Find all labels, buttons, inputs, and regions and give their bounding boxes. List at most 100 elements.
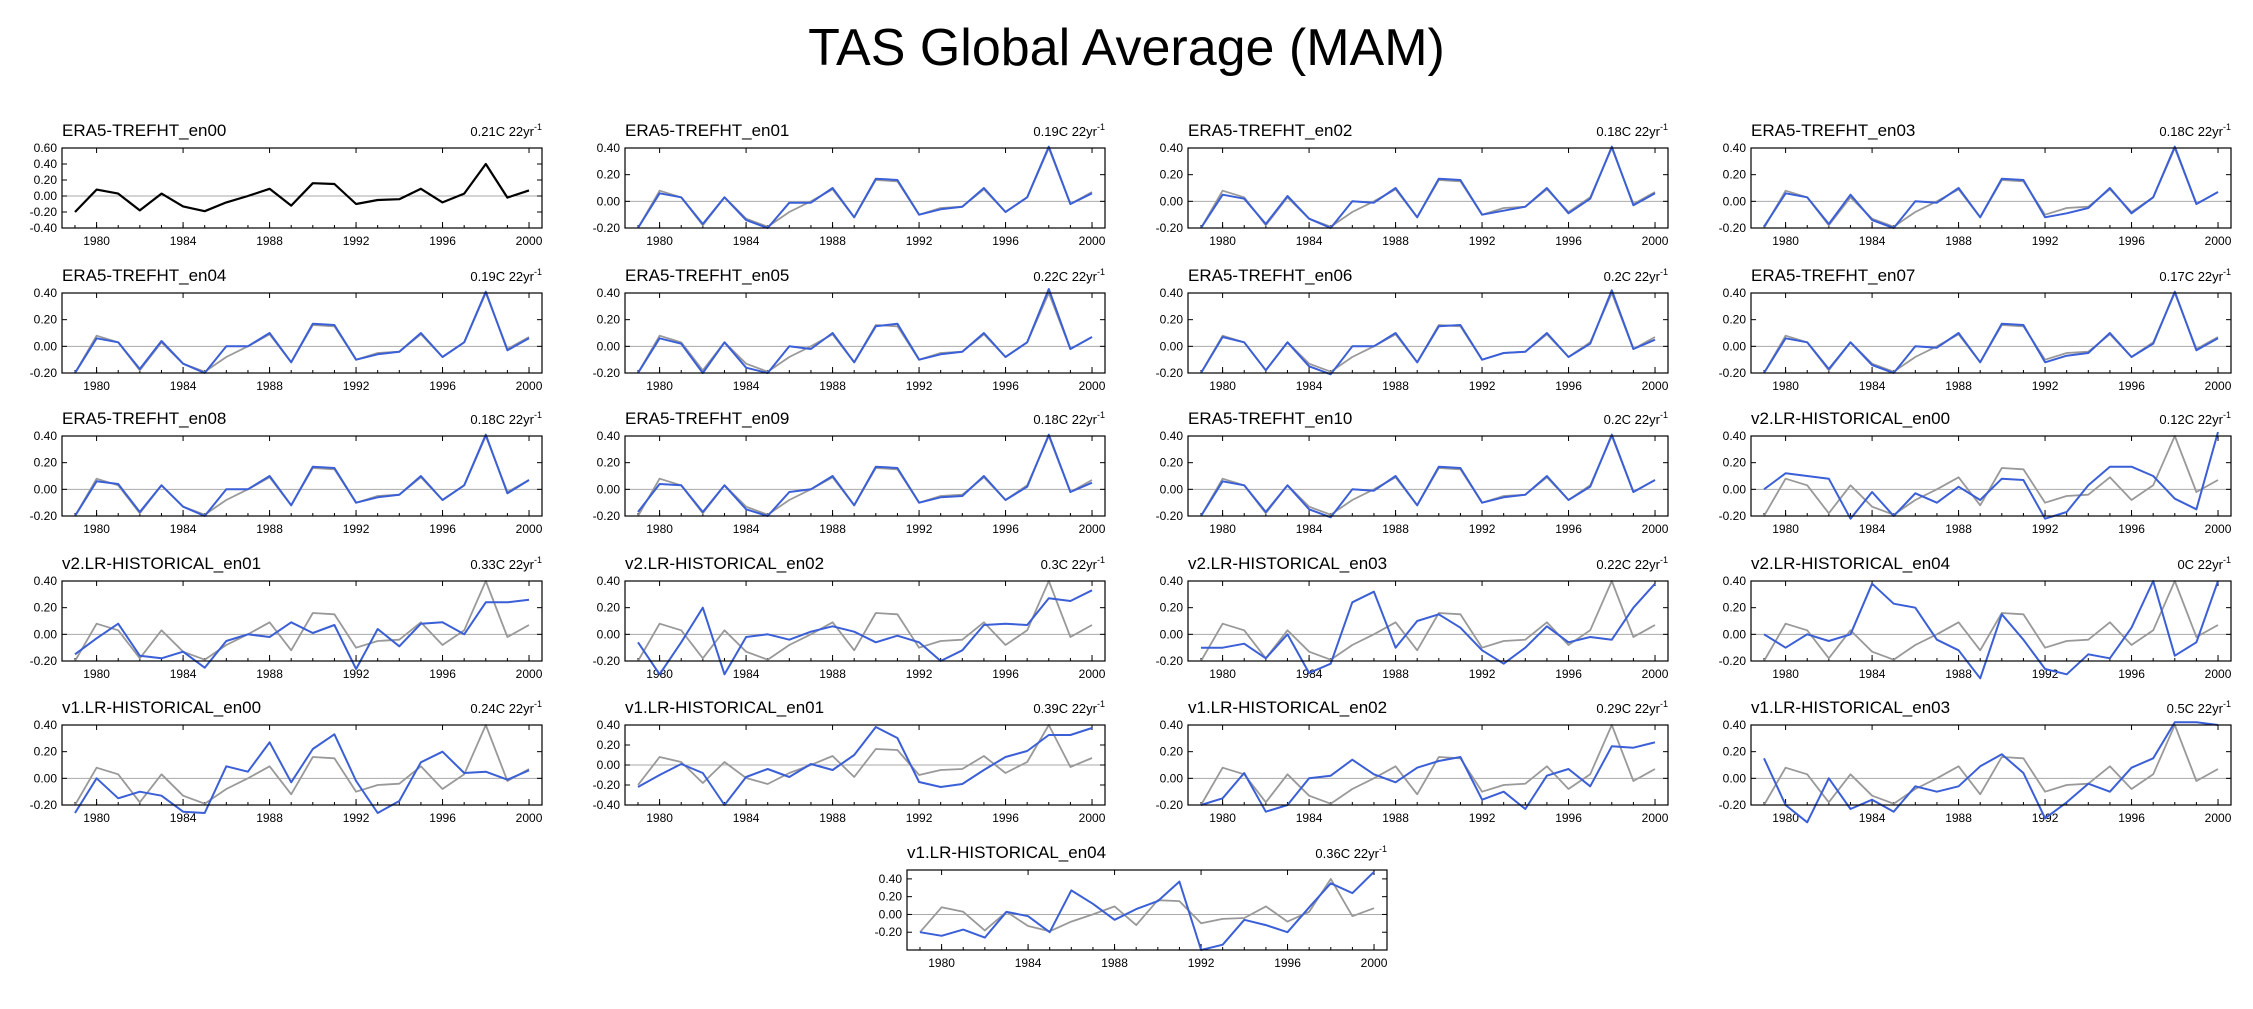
trend-label: 0.17C 22yr-1 — [2159, 267, 2231, 284]
y-tick-label: 0.20 — [1160, 313, 1184, 327]
x-tick-label: 2000 — [1642, 234, 1669, 248]
model-series-line — [637, 145, 1093, 229]
y-tick-label: -0.20 — [593, 654, 621, 668]
y-tick-label: 0.40 — [1160, 286, 1184, 300]
x-tick-label: 1996 — [429, 234, 456, 248]
model-series-line — [637, 726, 1093, 806]
x-tick-label: 1988 — [1945, 522, 1972, 536]
chart-panel: v1.LR-HISTORICAL_en03 0.5C 22yr-1 0.40 0.20… — [1719, 698, 2232, 825]
y-tick-label: 0.40 — [1160, 141, 1184, 155]
y-tick-label: 0.00 — [597, 482, 621, 496]
y-tick-label: 0.20 — [34, 601, 58, 615]
y-tick-label: 0.40 — [1723, 574, 1747, 588]
y-tick-label: 0.00 — [1160, 771, 1184, 785]
x-tick-label: 2000 — [2205, 379, 2232, 393]
x-tick-label: 1996 — [1274, 956, 1301, 970]
y-tick-label: 0.00 — [1723, 482, 1747, 496]
observation-series-line — [1200, 580, 1656, 662]
x-tick-label: 1988 — [1101, 956, 1128, 970]
observation-series-line — [1200, 147, 1656, 229]
y-tick-label: -0.20 — [1719, 798, 1747, 812]
trend-label: 0.24C 22yr-1 — [470, 699, 542, 716]
x-tick-label: 1992 — [906, 522, 933, 536]
observation-series-line — [1200, 724, 1656, 806]
observation-series-line — [74, 580, 530, 662]
x-tick-label: 1988 — [256, 667, 283, 681]
x-tick-label: 1992 — [906, 234, 933, 248]
model-series-line — [1200, 145, 1656, 229]
x-tick-label: 1988 — [819, 522, 846, 536]
panel-title: v2.LR-HISTORICAL_en00 — [1751, 409, 1950, 428]
x-tick-label: 1996 — [429, 667, 456, 681]
panel-title: ERA5-TREFHT_en05 — [625, 266, 789, 285]
x-tick-label: 1988 — [1382, 522, 1409, 536]
trend-label: 0.18C 22yr-1 — [470, 410, 542, 427]
y-tick-label: -0.40 — [593, 798, 621, 812]
y-tick-label: 0.20 — [597, 456, 621, 470]
y-tick-label: 0.20 — [1723, 456, 1747, 470]
x-tick-label: 1988 — [256, 234, 283, 248]
observation-series-line — [1763, 580, 2219, 662]
trend-label: 0.33C 22yr-1 — [470, 555, 542, 572]
panel-title: v2.LR-HISTORICAL_en03 — [1188, 554, 1387, 573]
y-tick-label: 0.40 — [597, 574, 621, 588]
chart-panel: ERA5-TREFHT_en01 0.19C 22yr-1 0.40 0.20 0.00… — [593, 121, 1106, 248]
panel-title: v1.LR-HISTORICAL_en02 — [1188, 698, 1387, 717]
plot-frame — [61, 147, 543, 229]
trend-label: 0.21C 22yr-1 — [470, 122, 542, 139]
x-tick-label: 1980 — [1209, 811, 1236, 825]
y-tick-label: 0.20 — [1160, 168, 1184, 182]
panel-title: ERA5-TREFHT_en08 — [62, 409, 226, 428]
x-tick-label: 1988 — [819, 234, 846, 248]
y-tick-label: 0.40 — [1160, 574, 1184, 588]
y-tick-label: 0.20 — [34, 456, 58, 470]
y-tick-label: 0.40 — [1723, 429, 1747, 443]
chart-panel: ERA5-TREFHT_en05 0.22C 22yr-1 0.40 0.20 0.00… — [593, 266, 1106, 393]
plot-frame — [624, 435, 1106, 517]
chart-panel: v1.LR-HISTORICAL_en01 0.39C 22yr-1 0.40 0.2… — [593, 698, 1106, 825]
y-tick-label: 0.40 — [34, 286, 58, 300]
x-tick-label: 1996 — [429, 522, 456, 536]
observation-series-line — [637, 292, 1093, 374]
trend-label: 0.3C 22yr-1 — [1041, 555, 1105, 572]
x-tick-label: 1996 — [992, 234, 1019, 248]
x-tick-label: 1988 — [1382, 667, 1409, 681]
chart-panel: ERA5-TREFHT_en10 0.2C 22yr-1 0.40 0.20 0.00 -… — [1156, 409, 1669, 536]
x-tick-label: 1984 — [1859, 522, 1886, 536]
y-tick-label: 0.20 — [597, 313, 621, 327]
plot-frame — [61, 292, 543, 374]
x-tick-label: 1984 — [1296, 379, 1323, 393]
trend-label: 0.2C 22yr-1 — [1604, 267, 1668, 284]
x-tick-label: 1992 — [1188, 956, 1215, 970]
trend-label: 0.22C 22yr-1 — [1596, 555, 1668, 572]
y-tick-label: 0.20 — [597, 601, 621, 615]
y-tick-label: -0.20 — [1156, 366, 1184, 380]
chart-panel: ERA5-TREFHT_en08 0.18C 22yr-1 0.40 0.20 0.00… — [30, 409, 543, 536]
model-series-line — [1763, 145, 2219, 229]
x-tick-label: 1980 — [928, 956, 955, 970]
plot-frame — [1750, 724, 2232, 806]
x-tick-label: 1992 — [2032, 522, 2059, 536]
x-tick-label: 1992 — [343, 811, 370, 825]
observation-series-line — [1200, 292, 1656, 374]
y-tick-label: 0.20 — [34, 173, 58, 187]
x-tick-label: 1984 — [733, 667, 760, 681]
y-tick-label: 0.00 — [597, 627, 621, 641]
y-tick-label: 0.20 — [597, 738, 621, 752]
y-tick-label: 0.00 — [1723, 627, 1747, 641]
x-tick-label: 1996 — [2118, 379, 2145, 393]
plot-frame — [624, 147, 1106, 229]
chart-panel: v1.LR-HISTORICAL_en02 0.29C 22yr-1 0.40 0.2… — [1156, 698, 1669, 825]
x-tick-label: 1996 — [1555, 667, 1582, 681]
x-tick-label: 1992 — [343, 522, 370, 536]
x-tick-label: 1996 — [2118, 667, 2145, 681]
y-tick-label: -0.20 — [30, 654, 58, 668]
x-tick-label: 2000 — [1642, 522, 1669, 536]
trend-label: 0.5C 22yr-1 — [2167, 699, 2231, 716]
observation-series-line — [1763, 724, 2219, 806]
y-tick-label: 0.20 — [879, 890, 903, 904]
x-tick-label: 1996 — [429, 811, 456, 825]
y-tick-label: 0.40 — [879, 872, 903, 886]
y-tick-label: 0.00 — [1160, 482, 1184, 496]
chart-panel: v2.LR-HISTORICAL_en04 0C 22yr-1 0.40 0.20 0.… — [1719, 554, 2232, 681]
